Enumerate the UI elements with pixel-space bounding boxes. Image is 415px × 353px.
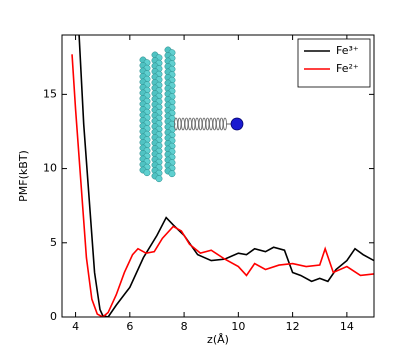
atom [143, 169, 151, 177]
x-axis-label: z(Å) [207, 333, 229, 346]
spring-coil [198, 117, 203, 131]
spring-coil [191, 117, 196, 131]
legend-label: Fe²⁺ [336, 62, 359, 75]
x-tick-label: 8 [181, 320, 188, 333]
y-tick-label: 10 [43, 162, 57, 175]
series-line [71, 54, 374, 317]
spring-coil [212, 117, 217, 131]
y-tick-label: 0 [50, 310, 57, 323]
spring-coil [202, 117, 206, 131]
spring-coil [184, 117, 189, 131]
molecule-inset [139, 46, 244, 183]
spring-coil [209, 117, 213, 131]
y-axis-label: PMF(kBT) [17, 150, 30, 202]
x-tick-label: 14 [340, 320, 354, 333]
atom [155, 175, 163, 183]
y-tick-label: 5 [50, 236, 57, 249]
spring-coil [174, 117, 178, 131]
spring-coil [188, 117, 192, 131]
spring-coil [205, 117, 210, 131]
spring-coil [195, 117, 199, 131]
ion [230, 117, 244, 131]
x-tick-label: 4 [72, 320, 79, 333]
atom [168, 170, 176, 178]
legend-box [297, 38, 371, 88]
spring-coil [177, 117, 182, 131]
spring-coil [181, 117, 185, 131]
spring-coil [219, 117, 224, 131]
spring-coil [216, 117, 220, 131]
x-tick-label: 12 [286, 320, 300, 333]
x-tick-label: 6 [126, 320, 133, 333]
y-tick-label: 15 [43, 87, 57, 100]
legend-label: Fe³⁺ [336, 44, 359, 57]
x-tick-label: 10 [231, 320, 245, 333]
plot-frame [61, 34, 375, 318]
